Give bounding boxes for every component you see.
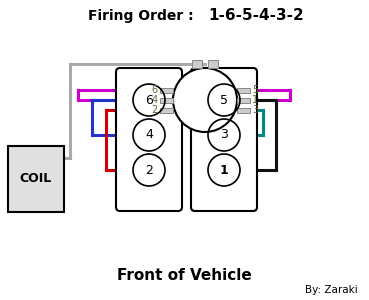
Text: 2: 2 [152,105,158,115]
Bar [192,60,202,68]
Text: 4: 4 [152,95,158,105]
Circle shape [173,68,237,132]
Text: 1: 1 [252,95,258,105]
Text: 1-6-5-4-3-2: 1-6-5-4-3-2 [208,8,304,23]
Text: 3: 3 [220,128,228,142]
Text: 1: 1 [220,164,228,176]
Text: Firing Order :: Firing Order : [88,9,198,23]
Text: Front of Vehicle: Front of Vehicle [117,268,251,284]
Bar [237,107,250,112]
FancyBboxPatch shape [116,68,182,211]
Text: COIL: COIL [20,172,52,185]
Text: 5: 5 [220,94,228,106]
Bar [208,60,218,68]
Text: 4: 4 [145,128,153,142]
Bar [160,98,173,103]
Text: 6: 6 [152,85,158,95]
FancyBboxPatch shape [191,68,257,211]
Text: 2: 2 [145,164,153,176]
Text: By: Zaraki: By: Zaraki [305,285,358,295]
FancyBboxPatch shape [8,146,64,212]
Bar [237,98,250,103]
Bar [237,88,250,92]
Text: 6: 6 [145,94,153,106]
Bar [160,107,173,112]
Text: 5: 5 [252,85,258,95]
Text: 3: 3 [252,105,258,115]
Bar [160,88,173,92]
